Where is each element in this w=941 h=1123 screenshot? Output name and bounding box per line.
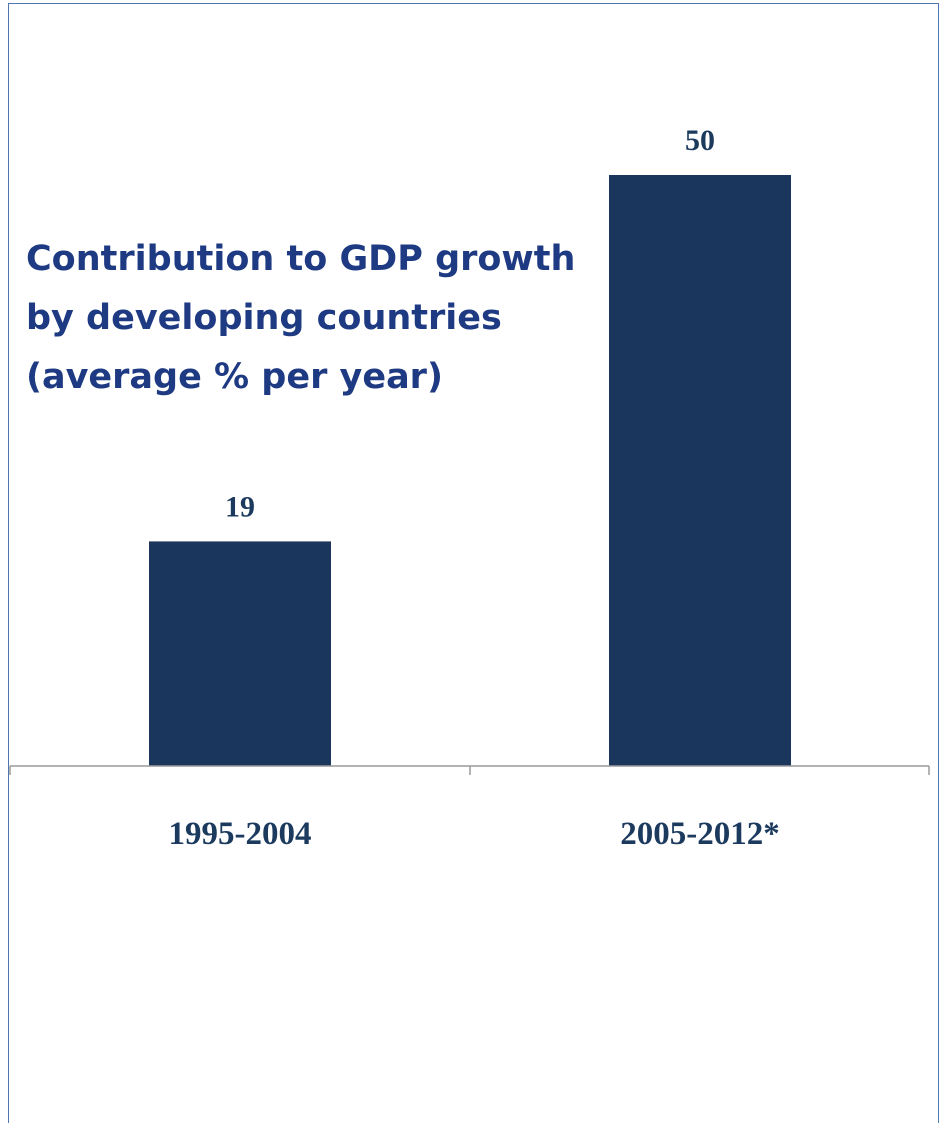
x-tick-label: 2005-2012* <box>620 816 780 852</box>
labels-layer: 19 1995-2004 50 2005-2012* <box>169 124 780 852</box>
chart-frame <box>8 3 939 1123</box>
bar-1 <box>149 541 331 766</box>
bar-value-label: 50 <box>685 124 715 157</box>
x-axis <box>9 765 930 775</box>
bar-value-label: 19 <box>225 490 255 523</box>
chart-title: Contribution to GDP growth by developing… <box>26 239 576 397</box>
x-tick-label: 1995-2004 <box>169 816 312 852</box>
bars-layer <box>149 175 791 766</box>
bar-2 <box>609 175 791 766</box>
